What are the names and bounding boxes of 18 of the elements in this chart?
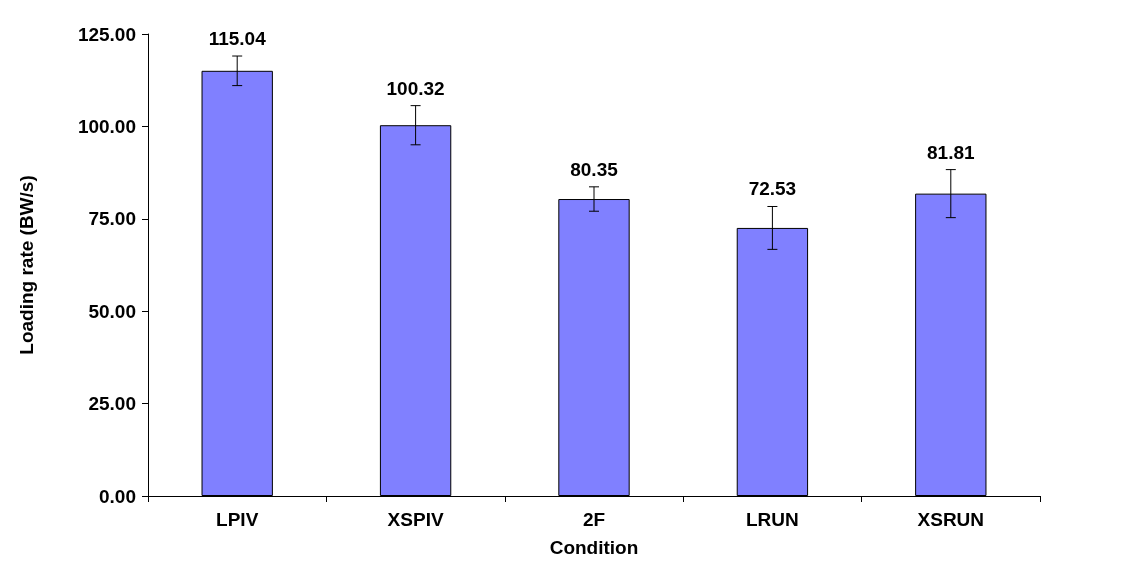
x-tick-label: LRUN xyxy=(746,509,799,530)
y-tick-label: 25.00 xyxy=(88,393,136,415)
y-tick-label: 50.00 xyxy=(88,300,136,322)
x-tick-label: LPIV xyxy=(216,509,259,530)
x-tick-label: 2F xyxy=(582,509,606,530)
y-tick-label: 125.00 xyxy=(77,23,136,45)
y-tick-label: 75.00 xyxy=(88,208,136,230)
y-tick-label: 0.00 xyxy=(99,485,136,507)
data-label: 80.35 xyxy=(570,158,619,180)
x-tick-label: XSRUN xyxy=(917,509,985,530)
x-axis-title: Condition xyxy=(549,537,639,558)
data-label: 72.53 xyxy=(748,178,797,200)
x-tick-label: XSPIV xyxy=(387,509,444,530)
y-axis-title: Loading rate (BW/s) xyxy=(16,175,37,355)
data-label: 115.04 xyxy=(208,28,267,50)
data-label: 100.32 xyxy=(386,77,445,99)
y-tick-label: 100.00 xyxy=(77,115,136,137)
data-label: 81.81 xyxy=(927,141,976,163)
